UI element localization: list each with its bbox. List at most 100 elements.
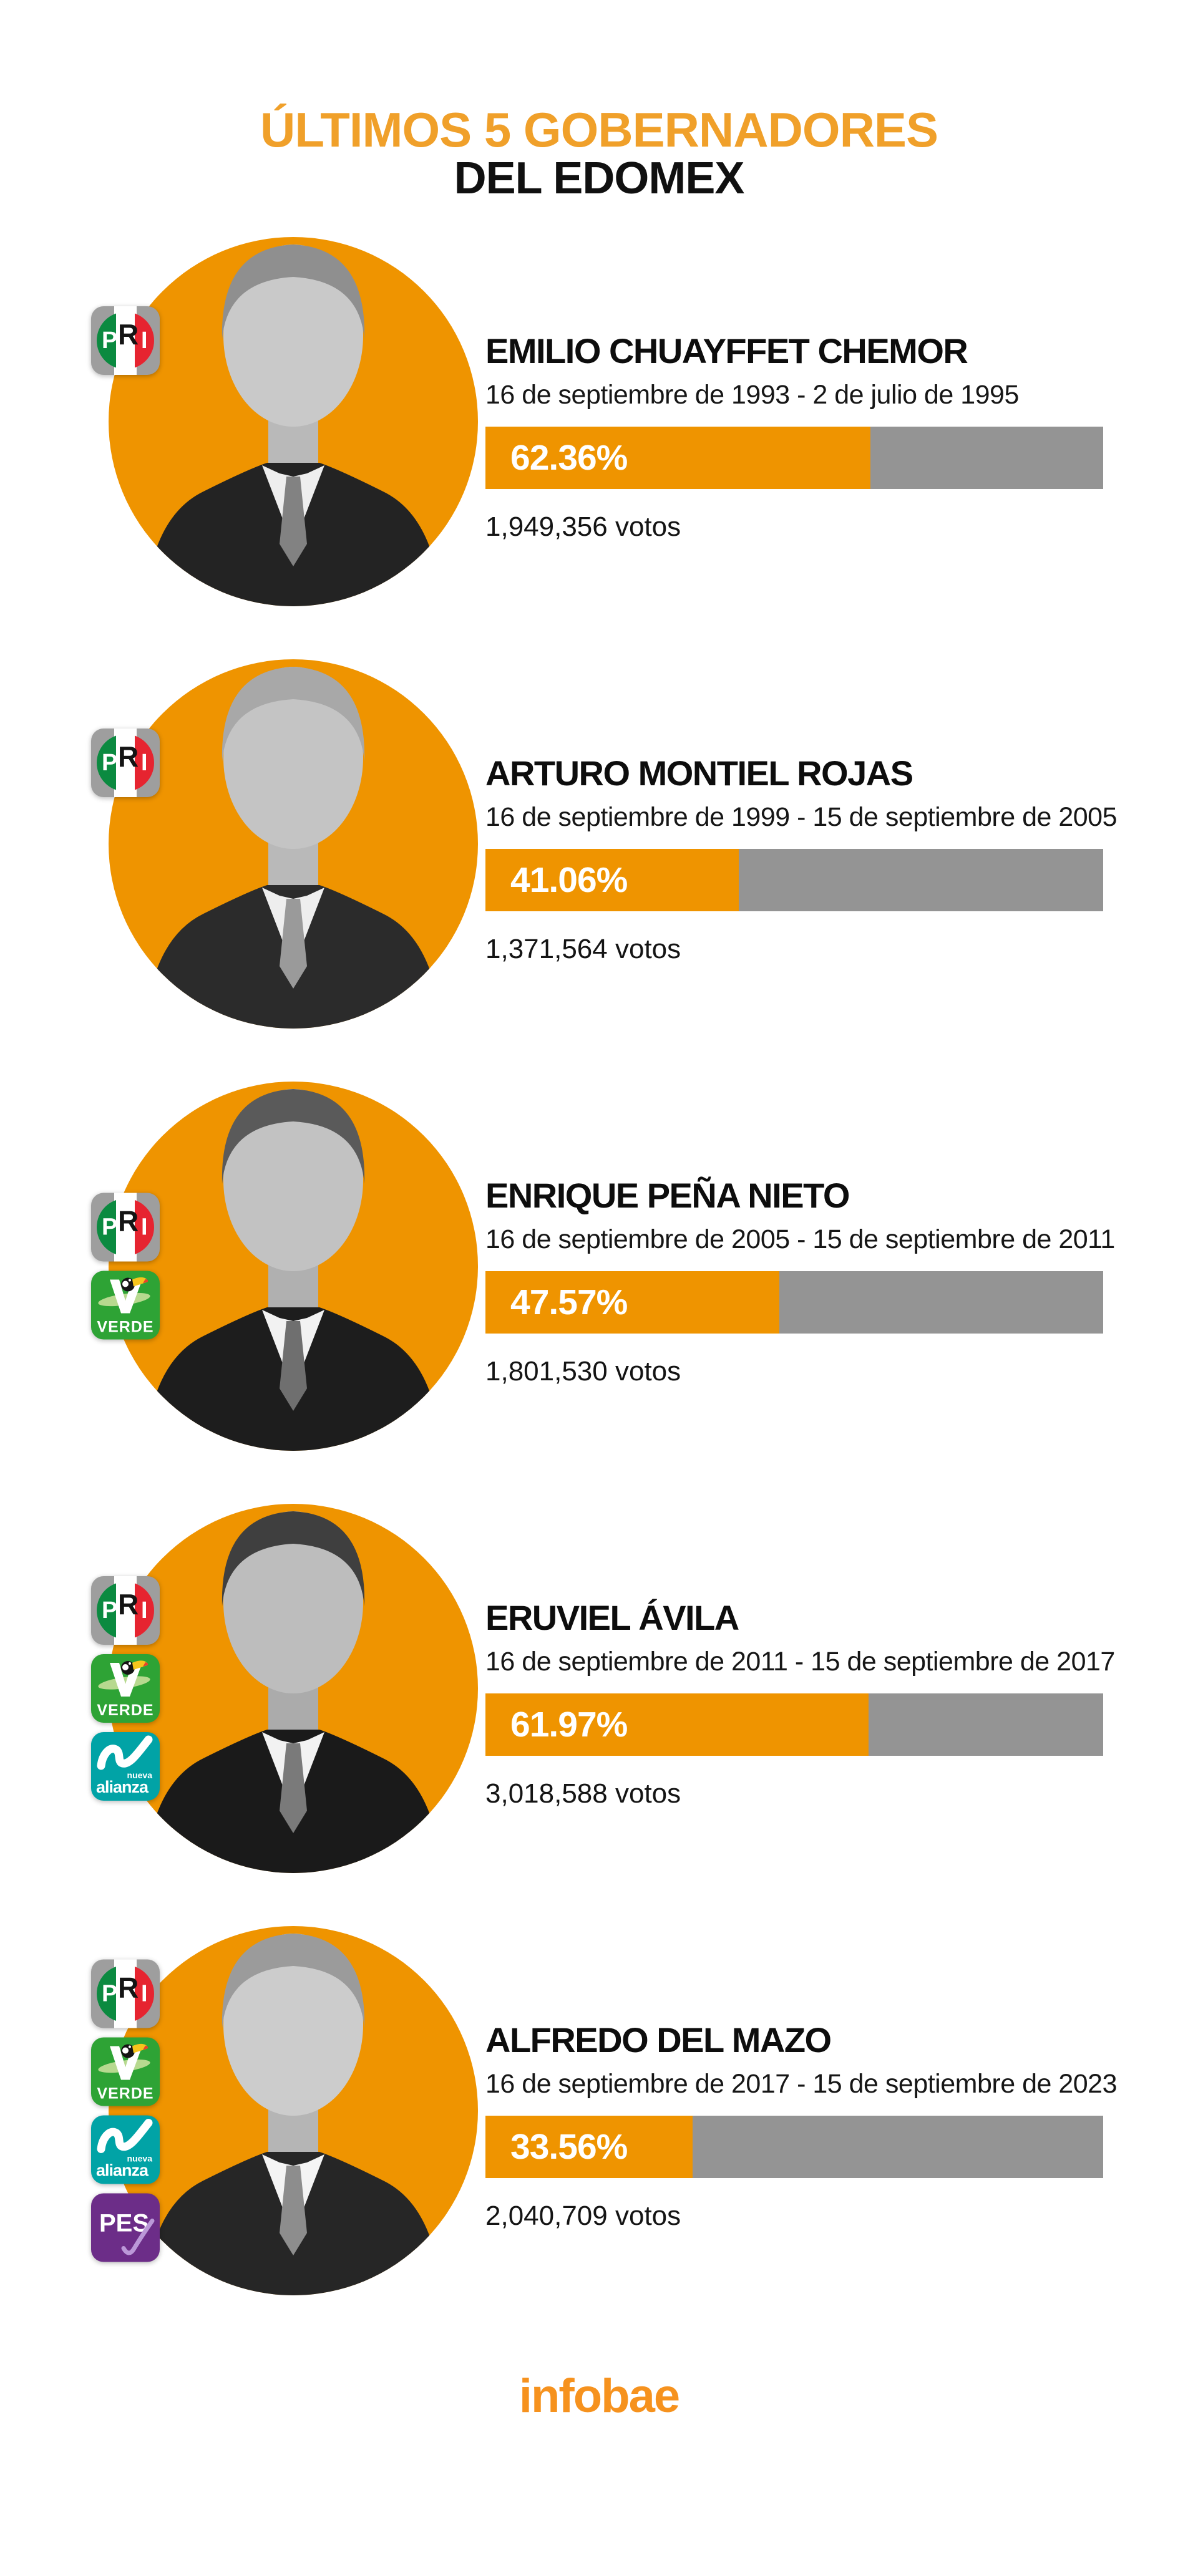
alianza-nueva-label: nueva xyxy=(127,1770,152,1780)
vote-count-label: 2,040,709 votos xyxy=(485,2200,681,2231)
pri-party-logo-icon: P R I xyxy=(91,1959,160,2028)
vote-percentage-label: 33.56% xyxy=(510,2126,628,2167)
vote-count-label: 1,949,356 votos xyxy=(485,511,681,542)
vote-count-label: 1,801,530 votos xyxy=(485,1355,681,1387)
party-logo-stack: P R I VERDE xyxy=(91,1576,160,1801)
governor-row-montiel: P R I ARTURO MONTIEL ROJAS 16 de septiem… xyxy=(0,659,1198,1029)
governor-row-pena-nieto: P R I VERDE xyxy=(0,1081,1198,1451)
governor-name: ERUVIEL ÁVILA xyxy=(485,1597,739,1637)
governor-rows: P R I EMILIO CHUAYFFET CHEMOR 16 de sept… xyxy=(0,236,1198,2295)
infographic-footer: infobae xyxy=(0,2369,1198,2423)
verde-party-logo-icon: VERDE xyxy=(91,1271,160,1340)
pes-checkmark-icon xyxy=(121,2218,155,2255)
party-logo-stack: P R I VERDE xyxy=(91,1193,160,1340)
alianza-wordmark: alianza xyxy=(96,1777,149,1796)
pri-party-logo-icon: P R I xyxy=(91,1193,160,1262)
governor-info: ERUVIEL ÁVILA 16 de septiembre de 2011 -… xyxy=(485,1597,1173,1809)
pri-letter-p: P xyxy=(102,1980,118,2007)
verde-wordmark: VERDE xyxy=(97,1318,154,1336)
verde-toucan-icon xyxy=(98,1660,150,1697)
governor-photo: P R I xyxy=(91,659,478,1029)
governor-name: ARTURO MONTIEL ROJAS xyxy=(485,753,913,793)
vote-percentage-label: 62.36% xyxy=(510,437,628,478)
governor-portrait-silhouette xyxy=(145,1088,442,1451)
vote-share-bar-fill: 61.97% xyxy=(485,1693,869,1756)
governor-portrait-silhouette xyxy=(145,1511,442,1873)
title-line2: DEL EDOMEX xyxy=(454,153,745,204)
pri-letter-i: I xyxy=(141,1980,148,2007)
pri-letter-r: R xyxy=(118,740,139,773)
vote-count-label: 3,018,588 votos xyxy=(485,1778,681,1809)
verde-party-logo-icon: VERDE xyxy=(91,2037,160,2106)
governor-info: ENRIQUE PEÑA NIETO 16 de septiembre de 2… xyxy=(485,1175,1173,1387)
vote-share-bar-fill: 62.36% xyxy=(485,426,871,489)
governor-info: ALFREDO DEL MAZO 16 de septiembre de 201… xyxy=(485,2020,1173,2232)
governor-row-chuayffet: P R I EMILIO CHUAYFFET CHEMOR 16 de sept… xyxy=(0,236,1198,606)
pes-party-logo-icon: PES xyxy=(91,2193,160,2262)
pes-wordmark: PES xyxy=(99,2209,150,2237)
vote-percentage-label: 61.97% xyxy=(510,1704,628,1745)
governor-info: EMILIO CHUAYFFET CHEMOR 16 de septiembre… xyxy=(485,331,1173,543)
governor-name: ENRIQUE PEÑA NIETO xyxy=(485,1175,850,1215)
pri-letter-r: R xyxy=(118,1587,139,1620)
governor-photo: P R I VERDE xyxy=(91,1081,478,1451)
verde-wordmark: VERDE xyxy=(97,1701,154,1719)
verde-toucan-icon xyxy=(98,2043,150,2080)
vote-share-bar-track: 47.57% xyxy=(485,1271,1103,1334)
pri-party-logo-icon: P R I xyxy=(91,306,160,375)
governor-photo: P R I xyxy=(91,236,478,606)
vote-count-label: 1,371,564 votos xyxy=(485,933,681,964)
governor-portrait-silhouette xyxy=(145,1933,442,2295)
governor-term-dates: 16 de septiembre de 1999 - 15 de septiem… xyxy=(485,801,1118,832)
vote-share-bar-fill: 41.06% xyxy=(485,848,739,911)
alianza-swoosh-icon xyxy=(97,1735,153,1770)
alianza-wordmark: alianza xyxy=(96,2161,149,2180)
governor-term-dates: 16 de septiembre de 1993 - 2 de julio de… xyxy=(485,379,1019,410)
pri-letter-i: I xyxy=(141,1214,148,1241)
pri-tricolor-circle xyxy=(97,1198,154,1256)
vote-percentage-label: 41.06% xyxy=(510,859,628,900)
governor-row-eruviel: P R I VERDE xyxy=(0,1503,1198,1873)
governor-term-dates: 16 de septiembre de 2011 - 15 de septiem… xyxy=(485,1646,1115,1677)
nueva-alianza-party-logo-icon: nueva alianza xyxy=(91,1731,160,1801)
nueva-alianza-party-logo-icon: nueva alianza xyxy=(91,2115,160,2184)
pri-letter-i: I xyxy=(141,749,148,776)
governor-portrait-silhouette xyxy=(145,666,442,1029)
verde-party-logo-icon: VERDE xyxy=(91,1654,160,1723)
pri-letter-p: P xyxy=(102,749,118,776)
pri-party-logo-icon: P R I xyxy=(91,728,160,797)
pri-tricolor-circle xyxy=(97,734,154,792)
pri-letter-i: I xyxy=(141,327,148,354)
verde-toucan-icon xyxy=(98,1277,150,1314)
governor-photo: P R I VERDE xyxy=(91,1503,478,1873)
infographic-header: ÚLTIMOS 5 GOBERNADORES DEL EDOMEX xyxy=(0,0,1198,202)
title-line1: ÚLTIMOS 5 GOBERNADORES xyxy=(260,102,938,157)
pri-letter-i: I xyxy=(141,1597,148,1624)
pri-letter-r: R xyxy=(118,1204,139,1237)
vote-percentage-label: 47.57% xyxy=(510,1282,628,1322)
governor-term-dates: 16 de septiembre de 2017 - 15 de septiem… xyxy=(485,2068,1118,2099)
pri-letter-r: R xyxy=(118,1971,139,2004)
vote-share-bar-fill: 33.56% xyxy=(485,2115,693,2178)
pri-letter-p: P xyxy=(102,1597,118,1624)
governor-row-del-mazo: P R I VERDE xyxy=(0,1925,1198,2295)
infobae-logo: infobae xyxy=(519,2369,680,2423)
governor-term-dates: 16 de septiembre de 2005 - 15 de septiem… xyxy=(485,1224,1115,1254)
pri-letter-p: P xyxy=(102,327,118,354)
governor-info: ARTURO MONTIEL ROJAS 16 de septiembre de… xyxy=(485,753,1173,965)
vote-share-bar-fill: 47.57% xyxy=(485,1271,779,1334)
pri-tricolor-circle xyxy=(97,1581,154,1639)
pri-party-logo-icon: P R I xyxy=(91,1576,160,1645)
alianza-nueva-label: nueva xyxy=(127,2153,152,2164)
party-logo-stack: P R I xyxy=(91,728,160,797)
pri-tricolor-circle xyxy=(97,311,154,369)
verde-wordmark: VERDE xyxy=(97,2085,154,2103)
pri-tricolor-circle xyxy=(97,1965,154,2023)
alianza-swoosh-icon xyxy=(97,2118,153,2153)
vote-share-bar-track: 62.36% xyxy=(485,426,1103,489)
party-logo-stack: P R I xyxy=(91,306,160,375)
governor-name: EMILIO CHUAYFFET CHEMOR xyxy=(485,331,968,370)
vote-share-bar-track: 41.06% xyxy=(485,848,1103,911)
governor-portrait-silhouette xyxy=(145,244,442,606)
